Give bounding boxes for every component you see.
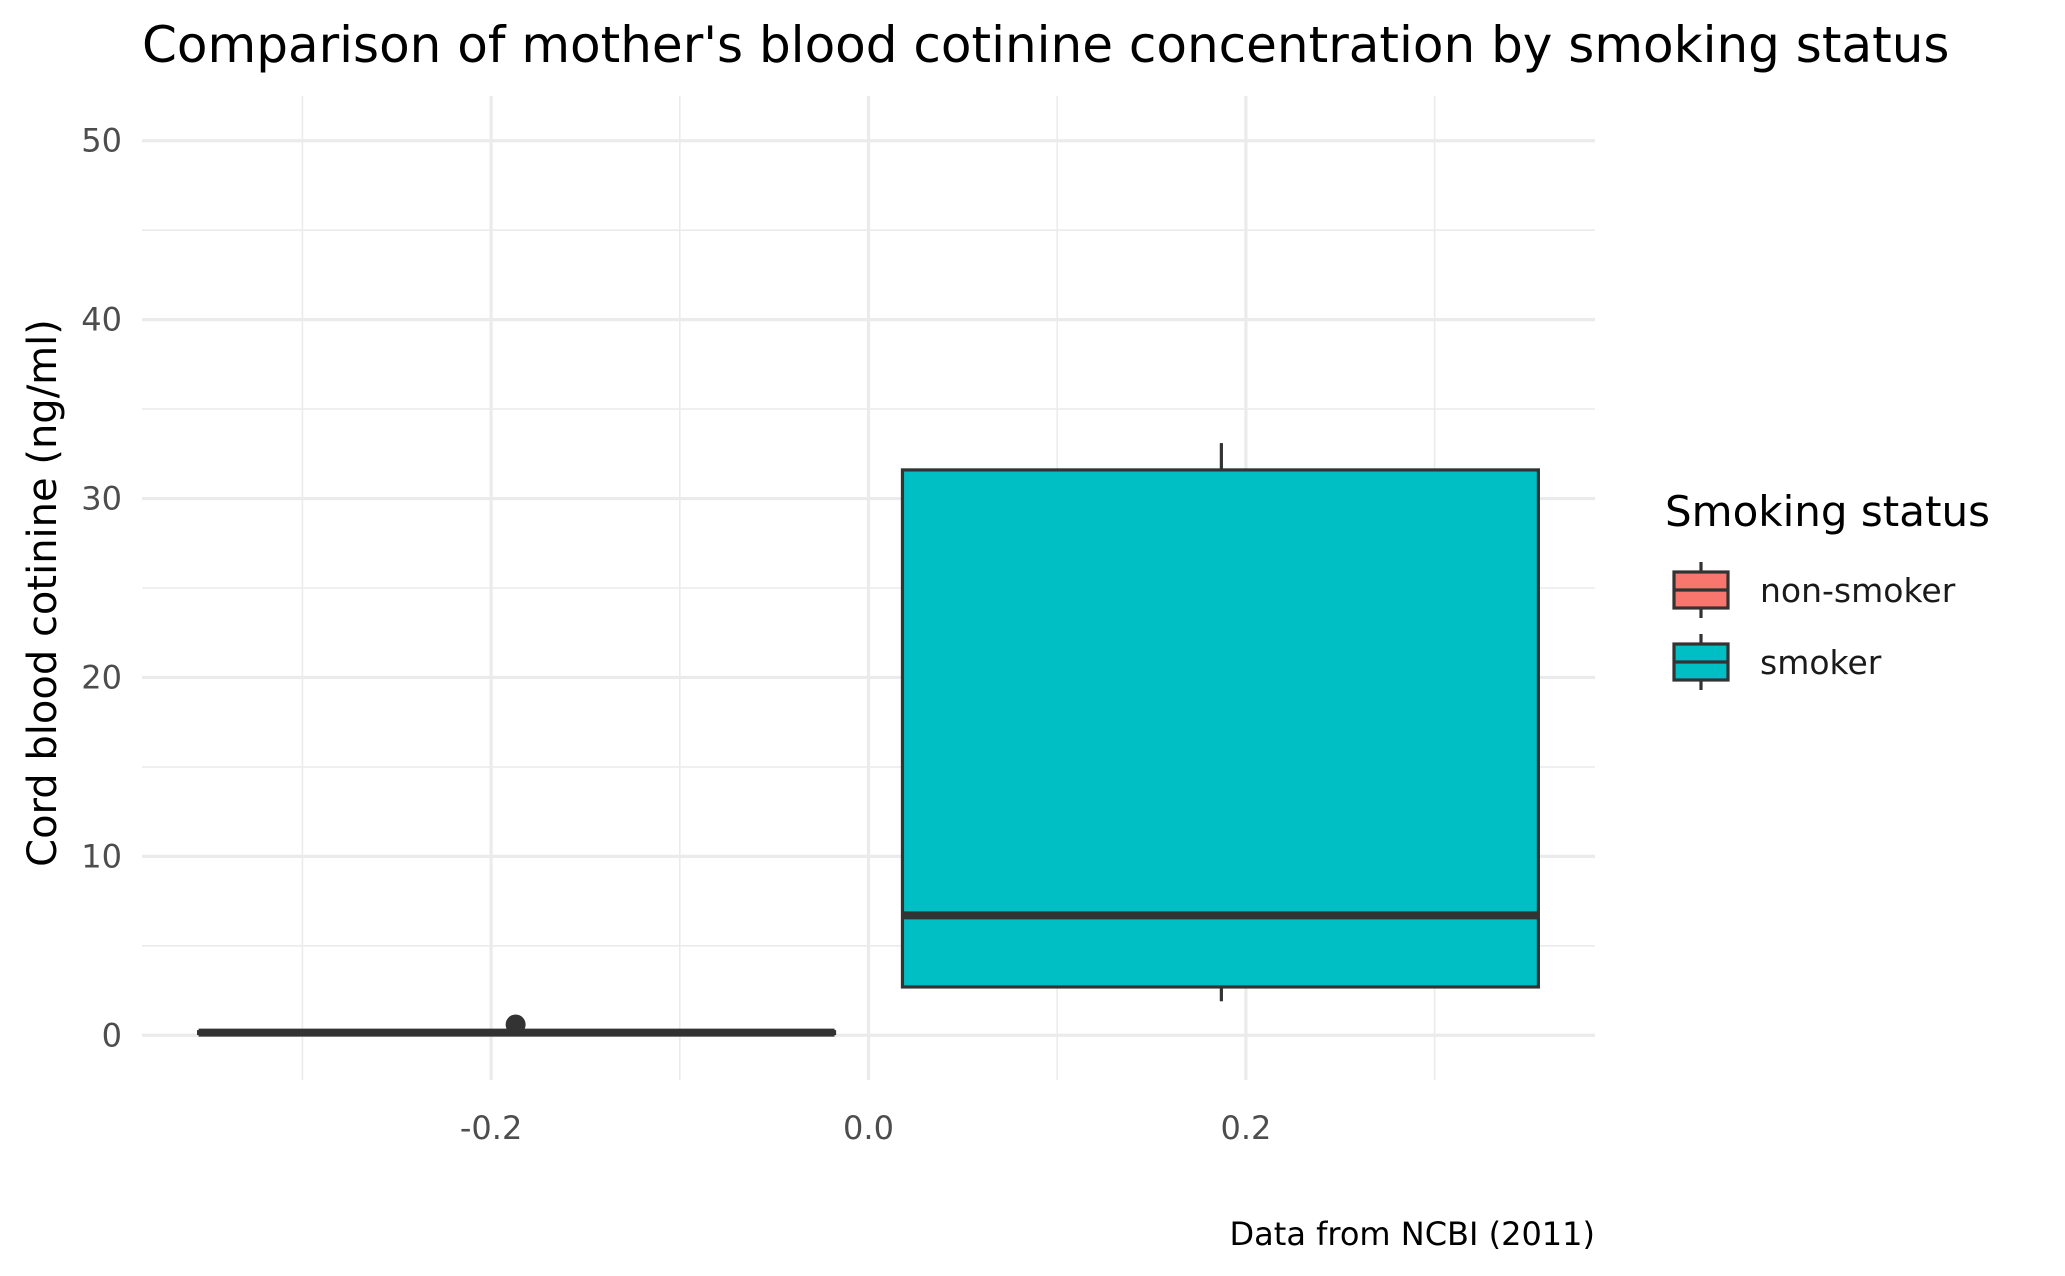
chart-title: Comparison of mother's blood cotinine co…: [142, 16, 1949, 74]
legend-key-smoker: smoker: [1672, 634, 1882, 690]
outlier-point: [505, 1014, 526, 1035]
legend-label: smoker: [1760, 643, 1882, 682]
x-tick-label: -0.2: [460, 1109, 522, 1147]
y-tick-label: 40: [81, 301, 122, 339]
y-axis-title: Cord blood cotinine (ng/ml): [20, 319, 66, 867]
y-tick-label: 50: [81, 122, 122, 160]
x-axis-ticks: -0.2 0.0 0.2: [460, 1109, 1271, 1147]
boxplot-non-smoker: [197, 1014, 837, 1037]
plot-area: [197, 443, 1540, 1037]
y-tick-label: 0: [102, 1016, 122, 1054]
y-axis-ticks: 0 10 20 30 40 50: [81, 122, 122, 1055]
legend-title: Smoking status: [1665, 487, 1990, 536]
legend-label: non-smoker: [1760, 571, 1956, 610]
y-tick-label: 30: [81, 480, 122, 518]
legend-key-non-smoker: non-smoker: [1672, 562, 1956, 618]
y-tick-label: 10: [81, 837, 122, 875]
box: [900, 468, 1540, 989]
legend: Smoking status non-smoker smoker: [1665, 487, 1990, 690]
boxplot-smoker: [900, 443, 1540, 1002]
y-tick-label: 20: [81, 658, 122, 696]
caption: Data from NCBI (2011): [1230, 1215, 1595, 1253]
x-tick-label: 0.0: [843, 1109, 894, 1147]
x-tick-label: 0.2: [1220, 1109, 1271, 1147]
